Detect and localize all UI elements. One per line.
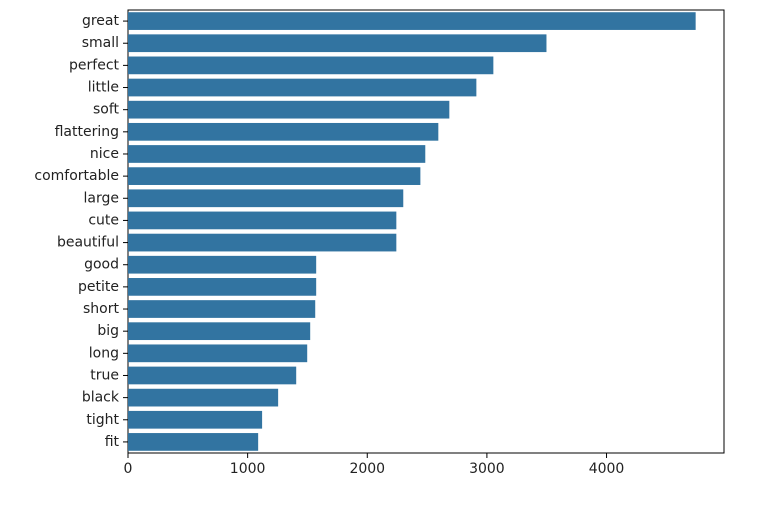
y-tick-label: petite (78, 279, 119, 295)
y-tick-label: comfortable (34, 168, 119, 184)
y-tick-label: big (97, 323, 119, 339)
axes-frame (127, 9, 725, 454)
y-tick-label: fit (105, 434, 120, 450)
bar (128, 410, 263, 429)
bar (128, 344, 308, 363)
bar (128, 12, 696, 30)
y-tick-label: soft (93, 102, 120, 118)
y-tick-label: tight (86, 412, 119, 428)
bar (128, 433, 259, 451)
x-tick-label: 1000 (230, 461, 266, 477)
y-tick-label: large (84, 190, 119, 206)
x-tick-label: 2000 (349, 461, 385, 477)
bar (128, 34, 547, 53)
bar (128, 366, 297, 385)
bar (128, 255, 317, 274)
bar (128, 278, 317, 296)
y-tick-label: black (82, 390, 120, 406)
bar (128, 322, 311, 341)
bar (128, 78, 477, 97)
y-tick-label: small (82, 35, 119, 51)
y-tick-label: flattering (55, 124, 119, 140)
y-tick-label: short (83, 301, 119, 317)
y-tick-label: perfect (69, 57, 119, 73)
y-tick-label: great (82, 13, 120, 29)
x-tick-label: 4000 (589, 461, 625, 477)
y-tick-label: long (89, 345, 119, 361)
y-tick-label: nice (90, 146, 119, 162)
y-tick-label: true (90, 367, 119, 383)
bar (128, 145, 426, 163)
y-tick-label: good (84, 257, 119, 273)
x-tick-label: 0 (124, 461, 133, 477)
bar (128, 388, 279, 407)
bar (128, 189, 404, 208)
y-tick-label: cute (88, 212, 119, 228)
bar (128, 100, 450, 119)
bar (128, 300, 316, 318)
x-tick-label: 3000 (469, 461, 505, 477)
bar (128, 211, 397, 230)
bar (128, 122, 439, 141)
y-tick-label: beautiful (57, 235, 119, 251)
y-tick-label: little (88, 80, 119, 96)
bar (128, 167, 421, 185)
bar (128, 233, 397, 252)
bar (128, 56, 494, 75)
